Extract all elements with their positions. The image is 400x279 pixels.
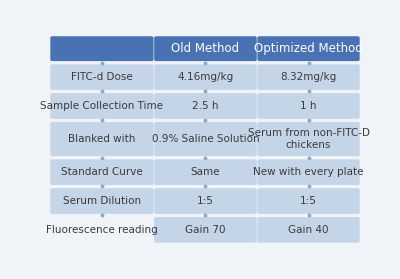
Text: Gain 40: Gain 40 xyxy=(288,225,329,235)
Text: 4.16mg/kg: 4.16mg/kg xyxy=(177,72,234,82)
FancyBboxPatch shape xyxy=(257,159,360,185)
FancyBboxPatch shape xyxy=(154,122,257,156)
FancyBboxPatch shape xyxy=(257,36,360,61)
Text: Optimized Method: Optimized Method xyxy=(254,42,363,55)
FancyBboxPatch shape xyxy=(50,188,154,214)
FancyBboxPatch shape xyxy=(257,217,360,243)
FancyBboxPatch shape xyxy=(154,188,257,214)
Text: Standard Curve: Standard Curve xyxy=(61,167,143,177)
Text: Same: Same xyxy=(191,167,220,177)
Text: 2.5 h: 2.5 h xyxy=(192,101,219,111)
Text: Gain 70: Gain 70 xyxy=(185,225,226,235)
Text: New with every plate: New with every plate xyxy=(253,167,364,177)
FancyBboxPatch shape xyxy=(154,64,257,90)
Text: 8.32mg/kg: 8.32mg/kg xyxy=(280,72,337,82)
FancyBboxPatch shape xyxy=(50,93,154,119)
Text: Blanked with: Blanked with xyxy=(68,134,136,144)
Text: Fluorescence reading: Fluorescence reading xyxy=(46,225,158,235)
Text: Serum Dilution: Serum Dilution xyxy=(63,196,141,206)
Text: Sample Collection Time: Sample Collection Time xyxy=(40,101,164,111)
FancyBboxPatch shape xyxy=(154,36,257,61)
Text: 1:5: 1:5 xyxy=(197,196,214,206)
FancyBboxPatch shape xyxy=(257,188,360,214)
FancyBboxPatch shape xyxy=(154,93,257,119)
Text: FITC-d Dose: FITC-d Dose xyxy=(71,72,133,82)
FancyBboxPatch shape xyxy=(50,64,154,90)
FancyBboxPatch shape xyxy=(154,217,257,243)
FancyBboxPatch shape xyxy=(154,159,257,185)
FancyBboxPatch shape xyxy=(257,93,360,119)
FancyBboxPatch shape xyxy=(257,122,360,156)
Text: 1:5: 1:5 xyxy=(300,196,317,206)
Text: 1 h: 1 h xyxy=(300,101,317,111)
Text: Old Method: Old Method xyxy=(172,42,240,55)
FancyBboxPatch shape xyxy=(50,122,154,156)
FancyBboxPatch shape xyxy=(50,36,154,61)
Text: Serum from non-FITC-D
chickens: Serum from non-FITC-D chickens xyxy=(248,128,370,150)
FancyBboxPatch shape xyxy=(50,159,154,185)
Text: 0.9% Saline Solution: 0.9% Saline Solution xyxy=(152,134,259,144)
FancyBboxPatch shape xyxy=(257,64,360,90)
